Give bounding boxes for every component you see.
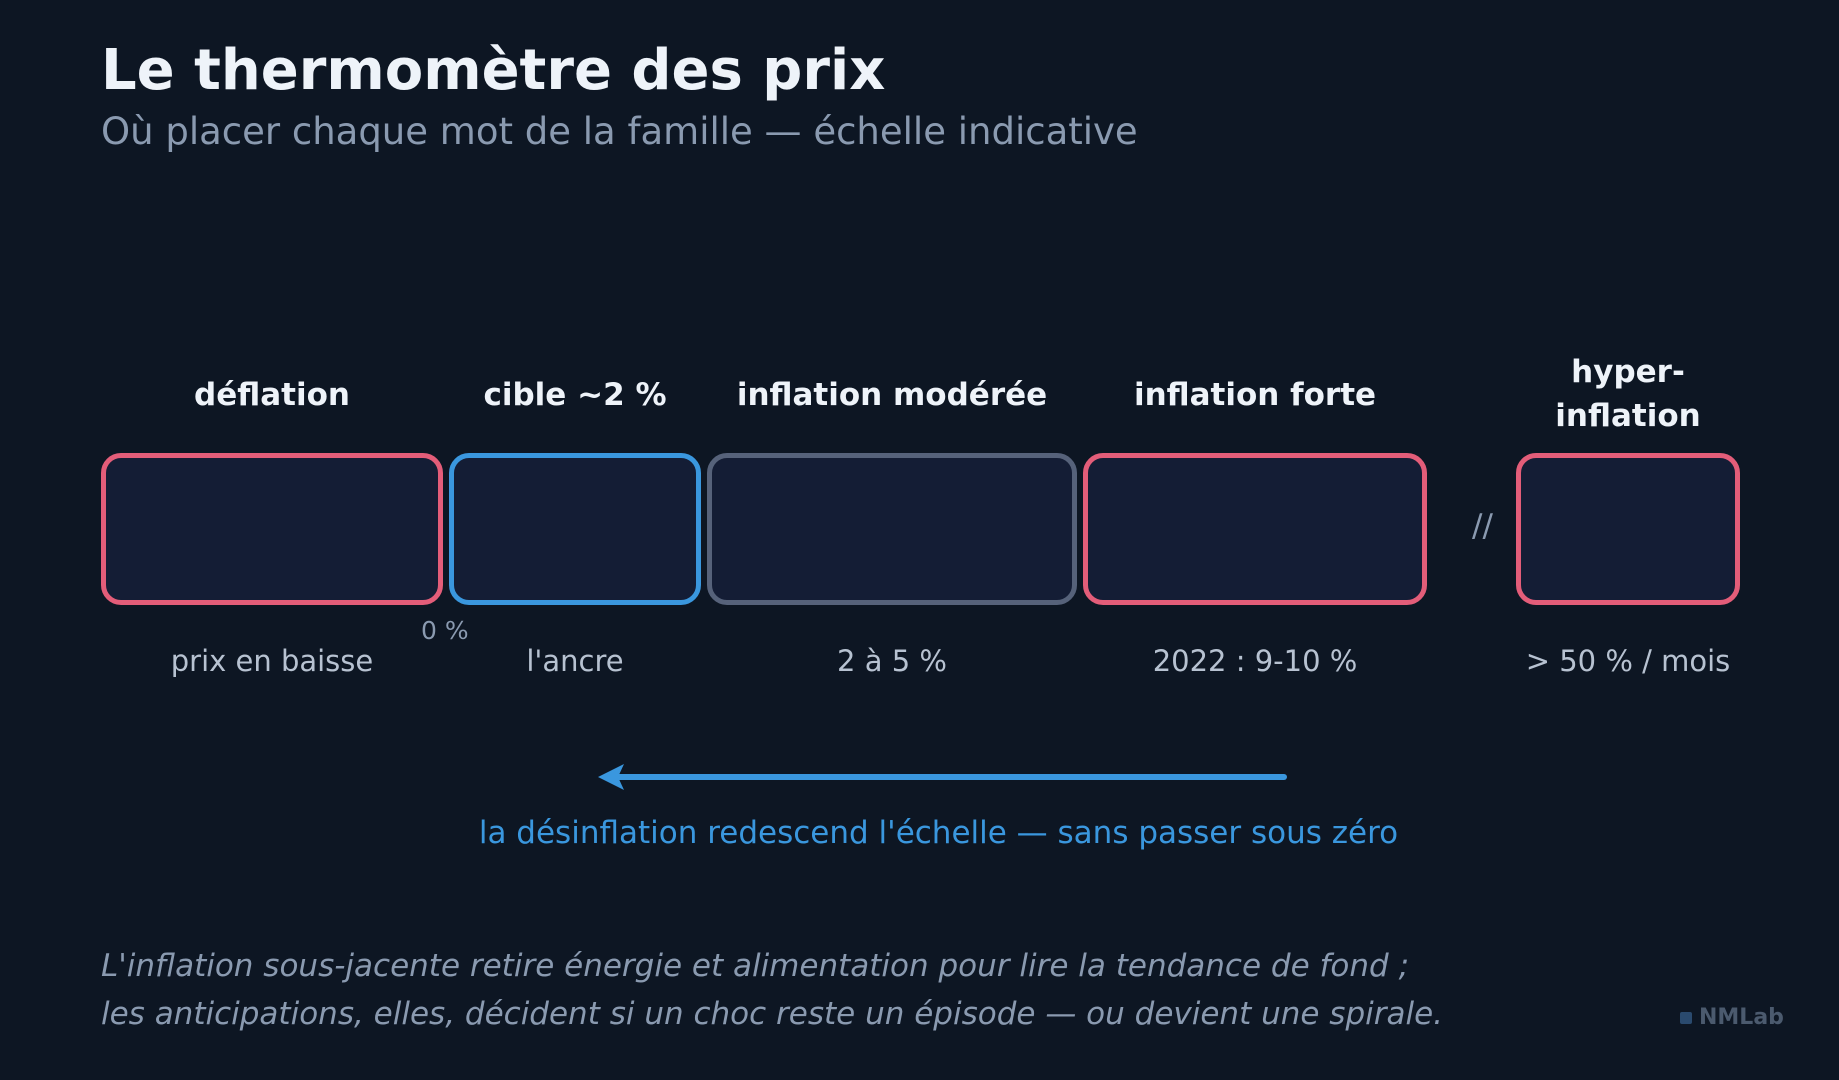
segment-label-target: cible ~2 % — [483, 377, 667, 413]
segment-sublabel-hyperinflation: > 50 % / mois — [1525, 644, 1731, 678]
arrow-caption: la désinflation redescend l'échelle — sa… — [478, 815, 1399, 851]
segment-box-target — [449, 453, 701, 605]
footer-note-line-2: les anticipations, elles, décident si un… — [101, 996, 1444, 1032]
footer-note-line-1: L'inflation sous-jacente retire énergie … — [101, 948, 1410, 984]
disinflation-arrow — [598, 764, 1287, 790]
segment-label-moderate: inflation modérée — [736, 377, 1048, 413]
page-subtitle: Où placer chaque mot de la famille — éch… — [101, 110, 1138, 153]
segment-sublabel-moderate: 2 à 5 % — [837, 644, 947, 678]
scale-break-symbol: // — [1472, 508, 1493, 544]
segment-box-deflation — [101, 453, 443, 605]
page-title: Le thermomètre des prix — [101, 38, 886, 103]
segment-label-deflation: déflation — [194, 377, 350, 413]
brand-name: NMLab — [1699, 1005, 1784, 1030]
segment-box-moderate — [707, 453, 1077, 605]
arrow-head-icon — [598, 764, 624, 790]
segment-label-strong: inflation forte — [1133, 377, 1377, 413]
segment-sublabel-target: l'ancre — [526, 644, 624, 678]
brand-mark-icon — [1680, 1011, 1692, 1024]
segment-label-hyperinflation: hyper- inflation — [1555, 354, 1701, 434]
zero-marker: 0 % — [421, 616, 469, 645]
segment-box-hyperinflation — [1516, 453, 1740, 605]
segment-box-strong — [1083, 453, 1427, 605]
brand-logo: NMLab — [1680, 1005, 1784, 1030]
segment-sublabel-deflation: prix en baisse — [170, 644, 374, 678]
segment-sublabel-strong: 2022 : 9-10 % — [1152, 644, 1358, 678]
